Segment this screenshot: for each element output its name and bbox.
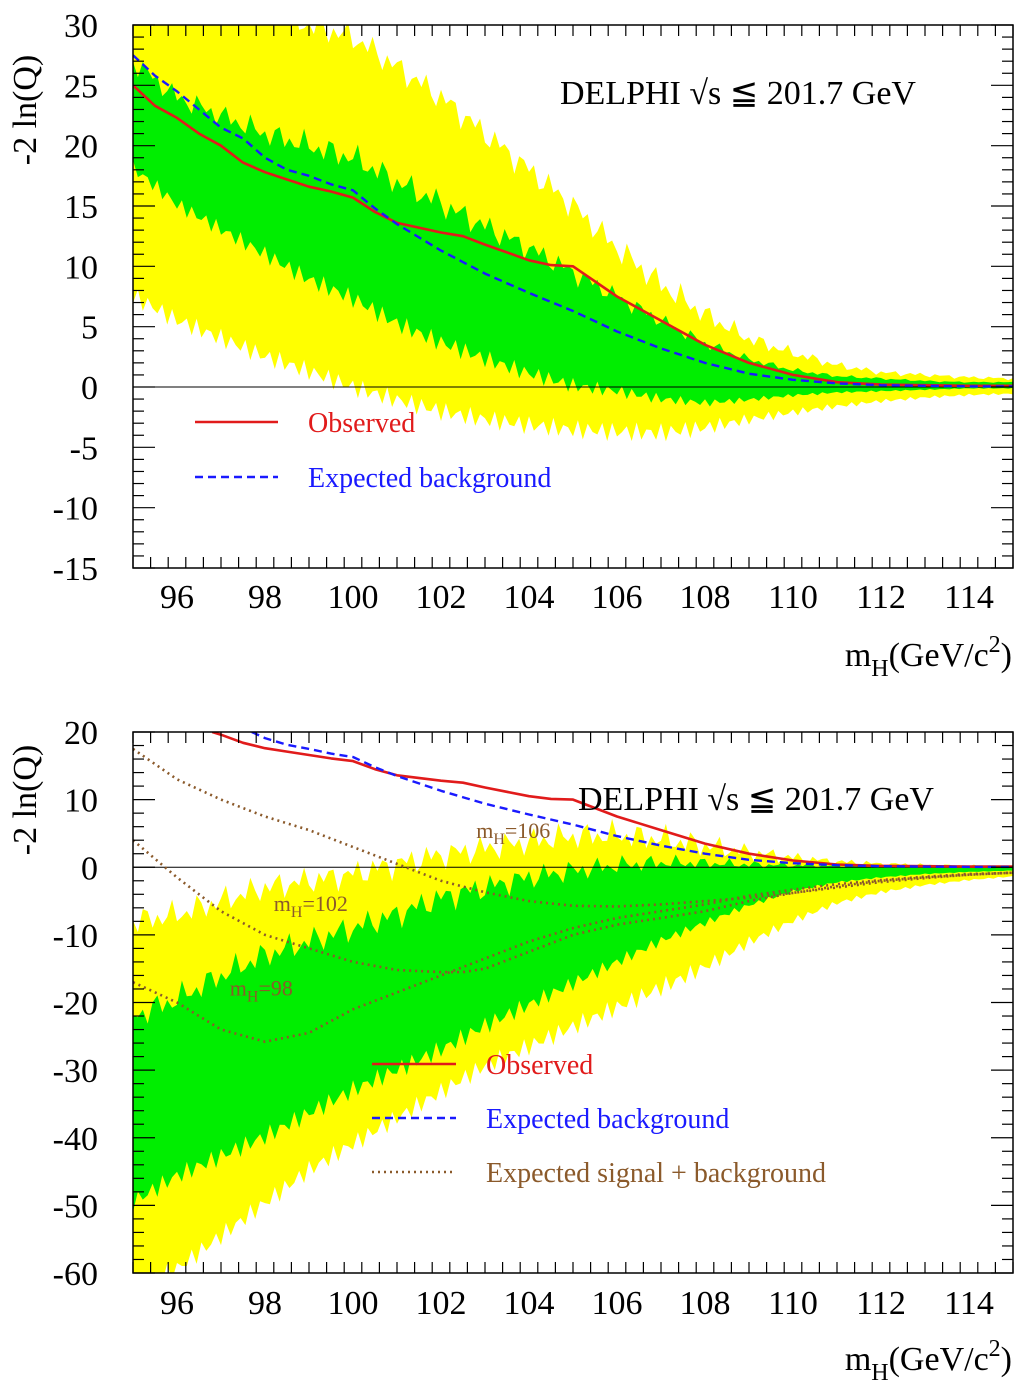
annotation-tail: =102 <box>302 891 347 916</box>
x-axis-label-unit: (GeV/c <box>889 637 989 674</box>
x-axis-label: mH(GeV/c2) <box>845 1336 1012 1384</box>
annotation-main: m <box>230 976 247 1001</box>
band-2-sigma <box>133 25 1013 442</box>
y-axis-label: -2 ln(Q) <box>7 55 44 165</box>
x-axis-label-sub: H <box>871 1360 888 1384</box>
x-tick-label: 102 <box>416 1285 467 1322</box>
annotation-main: m <box>274 891 291 916</box>
annotation-sub: H <box>291 904 303 921</box>
x-axis-label-sub: H <box>871 656 888 682</box>
annotation-tail: =106 <box>505 818 550 843</box>
y-tick-label: -40 <box>53 1121 98 1158</box>
experiment-label: DELPHI √s ≦ 201.7 GeV <box>560 75 916 112</box>
x-axis-label-main: m <box>845 1341 871 1378</box>
plot-area <box>133 25 1013 442</box>
y-tick-label: -60 <box>53 1256 98 1293</box>
y-tick-label: 25 <box>64 68 98 105</box>
energy-label: √s ≦ 201.7 GeV <box>707 781 934 818</box>
experiment-name: DELPHI <box>560 75 681 112</box>
band-1-sigma <box>133 61 1013 407</box>
series-line-observed-0 <box>133 84 1013 388</box>
series-line-expected_signal-4 <box>133 871 1013 1043</box>
y-tick-label: -15 <box>53 551 98 588</box>
y-tick-label: 5 <box>81 310 98 347</box>
annotation-sub: H <box>493 831 505 848</box>
y-tick-label: -5 <box>70 430 98 467</box>
series-line-observed-0 <box>211 732 1013 868</box>
series-line-expected_background-1 <box>251 732 1013 869</box>
x-tick-label: 106 <box>592 579 643 616</box>
x-tick-label: 104 <box>504 1285 555 1322</box>
x-tick-label: 110 <box>768 579 818 616</box>
x-tick-label: 96 <box>160 579 194 616</box>
plot-area <box>133 732 1013 1273</box>
x-axis-label-close: ) <box>1001 637 1012 674</box>
legend-label-observed: Observed <box>308 408 415 439</box>
x-axis-label: mH(GeV/c2) <box>845 632 1012 682</box>
y-tick-label: -30 <box>53 1053 98 1090</box>
y-tick-label: -10 <box>53 491 98 528</box>
curve-annotation: mH=106 <box>476 818 550 848</box>
x-axis-label-sup: 2 <box>989 1336 1001 1362</box>
x-tick-label: 102 <box>416 579 467 616</box>
annotation-sub: H <box>247 989 259 1006</box>
band-1-sigma <box>133 854 1013 1212</box>
experiment-label: DELPHI √s ≦ 201.7 GeV <box>578 781 934 818</box>
y-tick-label: -20 <box>53 986 98 1023</box>
legend-label-observed: Observed <box>486 1050 593 1081</box>
y-axis-label: -2 ln(Q) <box>7 745 44 855</box>
y-tick-label: -10 <box>53 918 98 955</box>
x-axis-label-close: ) <box>1001 1341 1012 1378</box>
y-tick-label: 15 <box>64 189 98 226</box>
x-tick-label: 108 <box>680 579 731 616</box>
y-tick-label: 20 <box>64 715 98 752</box>
annotation-main: m <box>476 818 493 843</box>
y-tick-label: 10 <box>64 783 98 820</box>
x-axis-label-main: m <box>845 637 871 674</box>
chart-panel-2: 96 98 100 102 104 106 108 110 112 114-60-50-40-30… <box>7 715 1014 1386</box>
x-axis-label-unit: (GeV/c <box>889 1341 989 1378</box>
x-tick-label: 100 <box>328 1285 379 1322</box>
legend-label-expected_background: Expected background <box>486 1104 729 1135</box>
x-tick-label: 100 <box>328 579 379 616</box>
experiment-space <box>699 781 708 818</box>
annotation-tail: =98 <box>258 976 292 1001</box>
experiment-space <box>681 75 690 112</box>
x-tick-label: 108 <box>680 1285 731 1322</box>
x-tick-label: 106 <box>592 1285 643 1322</box>
energy-label: √s ≦ 201.7 GeV <box>689 75 916 112</box>
y-tick-label: 0 <box>81 370 98 407</box>
experiment-name: DELPHI <box>578 781 699 818</box>
x-tick-label: 110 <box>768 1285 818 1322</box>
curve-annotation: mH=98 <box>230 976 293 1006</box>
x-tick-label: 98 <box>248 579 282 616</box>
x-tick-label: 96 <box>160 1285 194 1322</box>
curve-annotation: mH=102 <box>274 891 348 921</box>
y-tick-label: -50 <box>53 1188 98 1225</box>
series-line-expected_signal-3 <box>133 839 1013 974</box>
x-tick-label: 114 <box>944 579 994 616</box>
y-tick-label: 30 <box>64 8 98 45</box>
chart-panel-1: 96 98 100 102 104 106 108 110 112 114-15-10-50510… <box>7 8 1014 682</box>
x-tick-label: 112 <box>856 1285 906 1322</box>
x-tick-label: 112 <box>856 579 906 616</box>
x-tick-label: 104 <box>504 579 555 616</box>
legend-label-expected_background: Expected background <box>308 463 551 494</box>
series-line-expected_background-1 <box>133 54 1013 388</box>
legend-label-expected_signal: Expected signal + background <box>486 1158 826 1189</box>
y-tick-label: 10 <box>64 249 98 286</box>
y-tick-label: 20 <box>64 129 98 166</box>
x-tick-label: 114 <box>944 1285 994 1322</box>
y-tick-label: 0 <box>81 850 98 887</box>
x-tick-label: 98 <box>248 1285 282 1322</box>
x-axis-label-sup: 2 <box>989 632 1001 658</box>
